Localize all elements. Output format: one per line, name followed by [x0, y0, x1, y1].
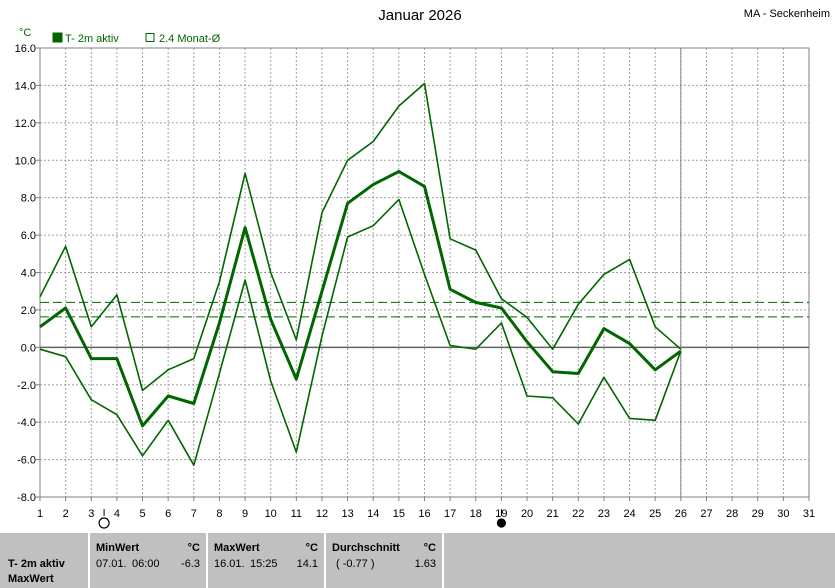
y-tick-label: 16.0	[15, 43, 36, 55]
max-unit: °C	[305, 542, 318, 554]
min-date: 07.01.	[96, 558, 127, 570]
y-tick-label: 12.0	[15, 118, 36, 130]
x-tick-label: 20	[521, 508, 533, 520]
min-time: 06:00	[132, 558, 160, 570]
footer-max-cell: MaxWert °C 16.01. 15:25 14.1	[206, 533, 324, 588]
min-header: MinWert	[96, 542, 140, 554]
footer-row-sub: MaxWert	[8, 573, 54, 585]
min-unit: °C	[187, 542, 200, 554]
x-tick-label: 28	[726, 508, 738, 520]
avg-unit: °C	[423, 542, 436, 554]
x-tick-label: 5	[139, 508, 145, 520]
footer-min-cell: MinWert °C 07.01. 06:00 -6.3	[88, 533, 206, 588]
footer-row-label-cell: T- 2m aktiv MaxWert	[0, 533, 88, 588]
station-label: MA - Seckenheim	[744, 8, 830, 20]
x-tick-label: 6	[165, 508, 171, 520]
y-axis: 16.0 14.0 12.0 10.0 8.0 6.0 4.0 2.0 0.0 -2.0 -4.0 -…	[15, 43, 40, 504]
avg-diff: ( -0.77 )	[336, 558, 375, 570]
x-tick-label: 27	[700, 508, 712, 520]
x-tick-label: 16	[418, 508, 430, 520]
y-tick-label: 0.0	[21, 342, 36, 354]
footer-row-label: T- 2m aktiv	[8, 558, 65, 570]
series-line-min	[39, 198, 682, 467]
x-tick-label: 10	[265, 508, 277, 520]
footer-empty-cell	[442, 533, 835, 588]
x-tick-label: 11	[291, 508, 302, 520]
max-date: 16.01.	[214, 558, 245, 570]
y-tick-label: 14.0	[15, 80, 36, 92]
y-tick-label: 10.0	[15, 155, 36, 167]
x-tick-label: 9	[242, 508, 248, 520]
x-tick-label: 31	[803, 508, 815, 520]
x-tick-label: 21	[547, 508, 559, 520]
new-moon-icon	[496, 518, 506, 528]
chart: Januar 2026 MA - Seckenheim °C T- 2m akt…	[15, 7, 830, 529]
x-tick-label: 26	[675, 508, 687, 520]
y-tick-label: 6.0	[21, 230, 36, 242]
legend: T- 2m aktiv 2.4 Monat-Ø	[52, 32, 221, 45]
x-tick-label: 12	[316, 508, 328, 520]
avg-value: 1.63	[414, 558, 436, 570]
y-tick-label: 8.0	[21, 193, 36, 205]
footer: T- 2m aktiv MaxWert MinWert °C 07.01. 06…	[0, 533, 835, 588]
x-tick-label: 22	[572, 508, 584, 520]
x-tick-label: 17	[444, 508, 456, 520]
x-tick-label: 1	[37, 508, 43, 520]
legend-swatch-mean	[52, 32, 63, 43]
series-line-max	[39, 82, 682, 392]
moon-phases	[98, 509, 506, 529]
x-tick-label: 2	[63, 508, 69, 520]
max-value: 14.1	[296, 558, 318, 570]
y-unit-label: °C	[19, 27, 31, 39]
x-tick-label: 15	[393, 508, 405, 520]
x-tick-label: 4	[114, 508, 120, 520]
legend-swatch-average	[145, 33, 155, 42]
y-tick-label: -2.0	[17, 380, 36, 392]
chart-title: Januar 2026	[378, 7, 461, 24]
max-header: MaxWert	[214, 542, 260, 554]
x-tick-label: 8	[216, 508, 222, 520]
x-axis: 1 2 3 4 5 6 7 8 9 10 11 12 13 14 15 16 17 18 19 20 21 22 23 24 2…	[37, 497, 815, 520]
y-tick-label: -4.0	[17, 417, 36, 429]
y-tick-label: 4.0	[21, 268, 36, 280]
x-tick-label: 14	[367, 508, 379, 520]
x-tick-label: 24	[623, 508, 635, 520]
avg-header: Durchschnitt	[332, 542, 400, 554]
legend-label-mean: T- 2m aktiv	[65, 33, 119, 45]
x-tick-label: 13	[341, 508, 353, 520]
grid	[39, 47, 810, 498]
legend-label-average: 2.4 Monat-Ø	[159, 33, 221, 45]
y-tick-label: -8.0	[17, 492, 36, 504]
y-tick-label: -6.0	[17, 455, 36, 467]
x-tick-label: 25	[649, 508, 661, 520]
full-moon-icon	[98, 517, 110, 529]
min-value: -6.3	[181, 558, 200, 570]
y-tick-label: 2.0	[21, 305, 36, 317]
max-time: 15:25	[250, 558, 278, 570]
series-lines	[39, 82, 682, 467]
footer-avg-cell: Durchschnitt °C ( -0.77 ) 1.63	[324, 533, 442, 588]
x-tick-label: 3	[88, 508, 94, 520]
x-tick-label: 7	[191, 508, 197, 520]
x-tick-label: 30	[777, 508, 789, 520]
reference-lines	[40, 301, 809, 318]
x-tick-label: 18	[470, 508, 482, 520]
x-tick-label: 23	[598, 508, 610, 520]
x-tick-label: 29	[752, 508, 764, 520]
series-line-mean	[39, 170, 682, 428]
